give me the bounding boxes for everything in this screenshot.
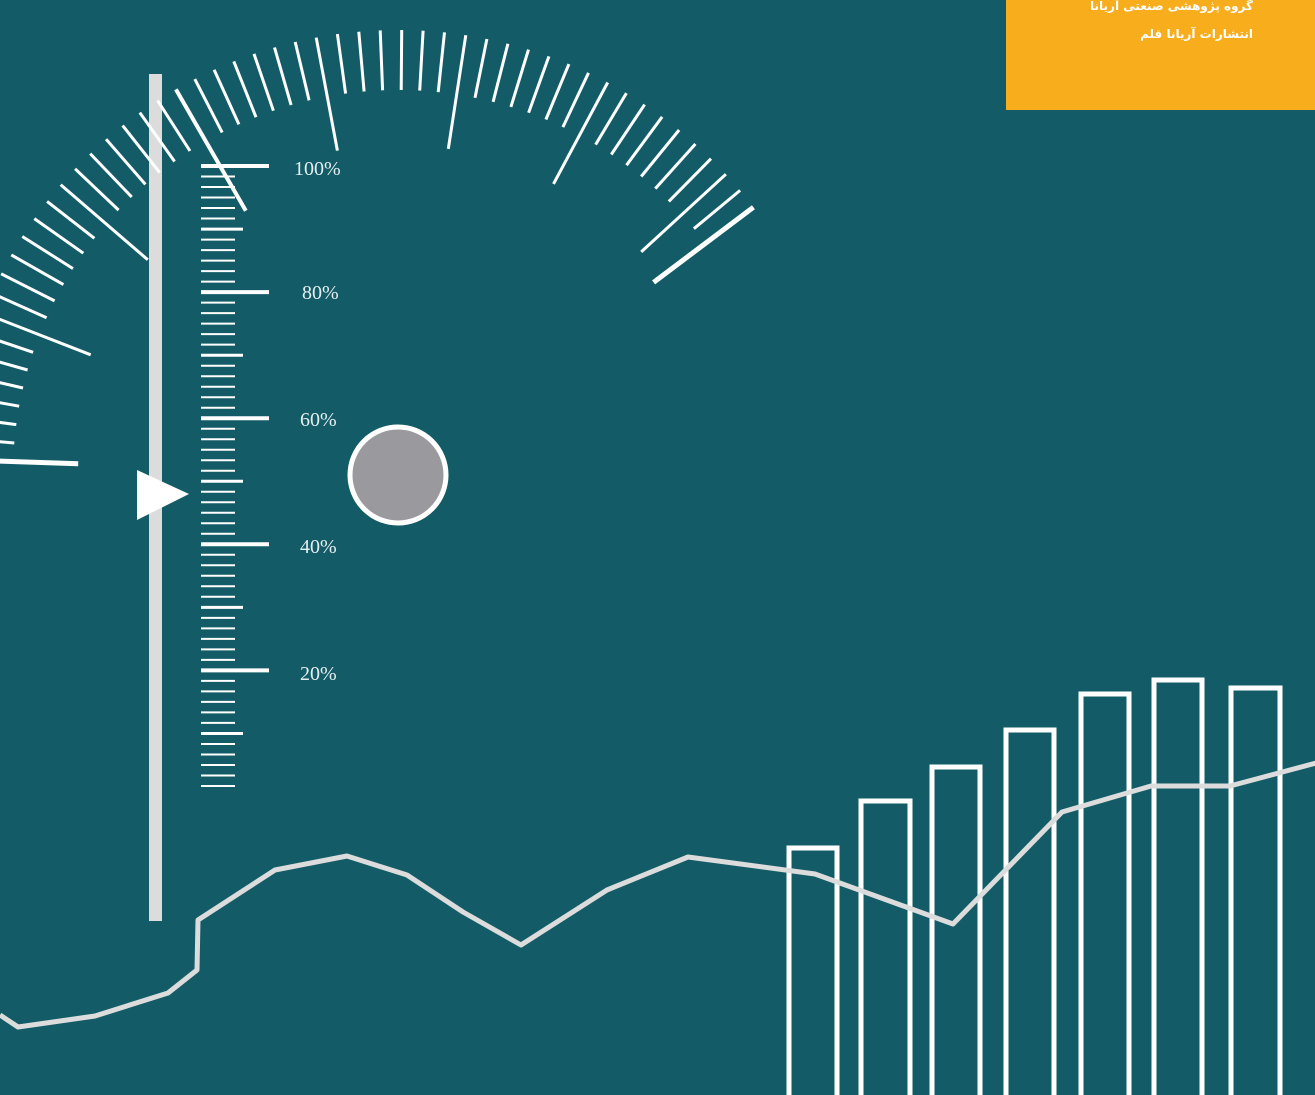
dial-tick — [692, 189, 742, 230]
dial-tick — [0, 295, 48, 320]
dial-tick — [0, 381, 24, 390]
dial-tick — [252, 53, 275, 112]
dial-tick — [527, 55, 551, 114]
bar-3 — [929, 764, 983, 1095]
gauge-label-100: 100% — [294, 158, 341, 180]
dial-tick — [293, 41, 311, 101]
dial-tick — [273, 47, 293, 106]
dial-tick — [0, 339, 34, 354]
dial-tick — [667, 157, 713, 203]
dial-knob — [347, 424, 449, 526]
publisher-group-name: گروه پژوهشی صنعتی آریانا — [1090, 0, 1253, 13]
ruler-ticks — [201, 164, 269, 787]
dial-tick — [446, 34, 468, 150]
dial-tick — [138, 111, 176, 163]
dial-tick — [652, 205, 755, 285]
dial-tick — [436, 32, 446, 93]
gauge-label-40: 40% — [300, 536, 337, 558]
dial-tick — [0, 458, 79, 467]
dial-tick — [0, 401, 20, 408]
gauge-label-20: 20% — [300, 663, 337, 685]
dial-tick — [552, 81, 610, 185]
dial-tick — [418, 30, 425, 91]
bar-7 — [1228, 685, 1283, 1095]
trend-line — [0, 760, 1315, 1030]
dial-tick — [640, 129, 681, 178]
dial-tick — [357, 31, 366, 92]
dial-tick — [74, 167, 120, 212]
dial-tick — [0, 360, 29, 372]
dial-tick — [378, 30, 385, 91]
dial-tick — [59, 183, 149, 261]
dial-tick — [46, 200, 96, 240]
dial-tick — [491, 43, 510, 103]
dial-tick — [399, 29, 404, 91]
dial-tick — [104, 138, 147, 186]
dial-tick — [625, 116, 664, 167]
bar-5 — [1078, 691, 1132, 1095]
dial-tick — [21, 235, 74, 270]
dial-tick — [10, 253, 65, 286]
dial-tick — [473, 38, 489, 99]
dial-tick — [33, 217, 85, 255]
dial-tick — [156, 99, 192, 152]
dial-tick — [654, 142, 697, 190]
gauge-label-60: 60% — [300, 409, 337, 431]
dial-tick — [0, 317, 92, 357]
gauge-label-80: 80% — [302, 282, 339, 304]
dial-tick — [0, 440, 15, 445]
dial-tick — [594, 92, 628, 146]
dial-tick — [640, 173, 727, 254]
dial-tick — [193, 78, 224, 134]
dial-tick — [561, 72, 590, 128]
dial-tick — [610, 103, 646, 156]
bar-4 — [1003, 727, 1057, 1095]
dial-tick — [509, 49, 530, 108]
bar-2 — [858, 798, 913, 1095]
dial-tick — [314, 37, 339, 151]
dial-tick — [212, 69, 241, 126]
dial-tick — [174, 88, 248, 212]
dial-tick — [121, 124, 161, 174]
dial-tick — [0, 420, 17, 427]
dial-tick — [232, 60, 258, 118]
dial-tick — [89, 152, 133, 199]
dial-tick — [335, 33, 348, 94]
dial-arc-ticks — [0, 29, 755, 467]
bar-group — [786, 677, 1283, 1095]
bar-1 — [786, 845, 840, 1095]
dial-tick — [544, 63, 571, 121]
dial-tick — [0, 272, 56, 303]
publisher-name: انتشارات آریانا قلم — [1140, 27, 1253, 41]
triangle-right-icon — [137, 470, 189, 520]
bar-6 — [1151, 677, 1205, 1095]
publisher-tag: گروه پژوهشی صنعتی آریانا انتشارات آریانا… — [1006, 0, 1315, 110]
